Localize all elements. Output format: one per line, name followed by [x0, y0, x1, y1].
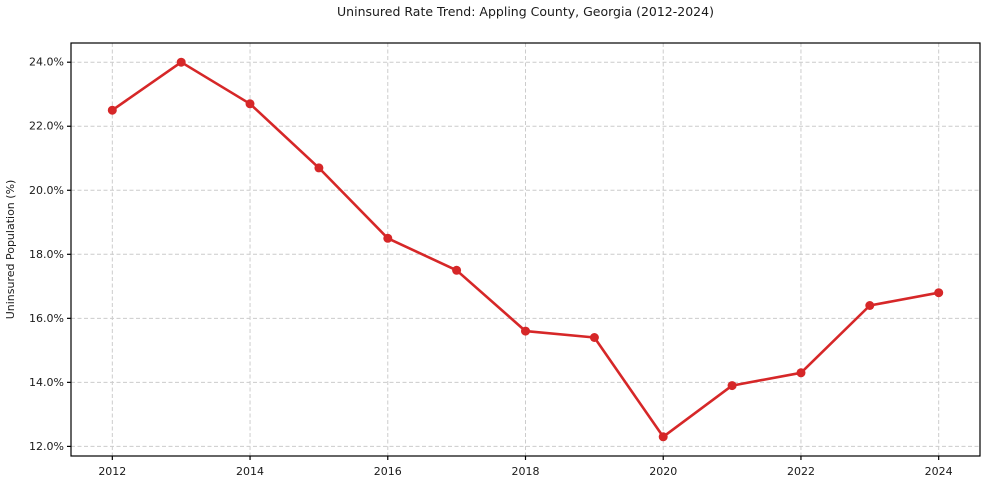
axis-ticks	[67, 61, 940, 460]
data-point	[314, 163, 324, 173]
y-tick-label: 24.0%	[29, 56, 64, 69]
y-tick-label: 16.0%	[29, 312, 64, 325]
x-tick-label: 2022	[787, 465, 815, 478]
chart-title: Uninsured Rate Trend: Appling County, Ge…	[337, 4, 714, 19]
x-tick-label: 2018	[512, 465, 540, 478]
y-tick-labels: 12.0% 14.0% 16.0% 18.0% 20.0% 22.0% 24.0%	[29, 56, 64, 453]
data-point	[245, 99, 255, 109]
y-tick-label: 14.0%	[29, 376, 64, 389]
x-tick-label: 2024	[925, 465, 953, 478]
data-point	[107, 105, 117, 115]
data-points	[107, 57, 944, 442]
data-point	[589, 333, 599, 342]
x-tick-label: 2016	[374, 465, 402, 478]
y-tick-label: 12.0%	[29, 440, 64, 453]
data-point	[452, 265, 462, 275]
y-tick-label: 18.0%	[29, 248, 64, 261]
x-tick-label: 2012	[98, 465, 126, 478]
data-point	[796, 368, 806, 378]
y-tick-label: 22.0%	[29, 120, 64, 133]
y-axis-label: Uninsured Population (%)	[4, 180, 17, 320]
x-tick-labels: 2012 2014 2016 2018 2020 2022 2024	[98, 465, 952, 478]
y-tick-label: 20.0%	[29, 184, 64, 197]
data-point	[658, 432, 668, 442]
data-point	[521, 326, 530, 336]
gridlines	[71, 43, 980, 456]
data-point	[383, 233, 393, 243]
x-tick-label: 2020	[649, 465, 677, 478]
data-point	[865, 301, 875, 310]
data-point	[934, 288, 944, 298]
x-tick-label: 2014	[236, 465, 264, 478]
data-point	[176, 57, 186, 67]
data-point	[727, 381, 737, 391]
